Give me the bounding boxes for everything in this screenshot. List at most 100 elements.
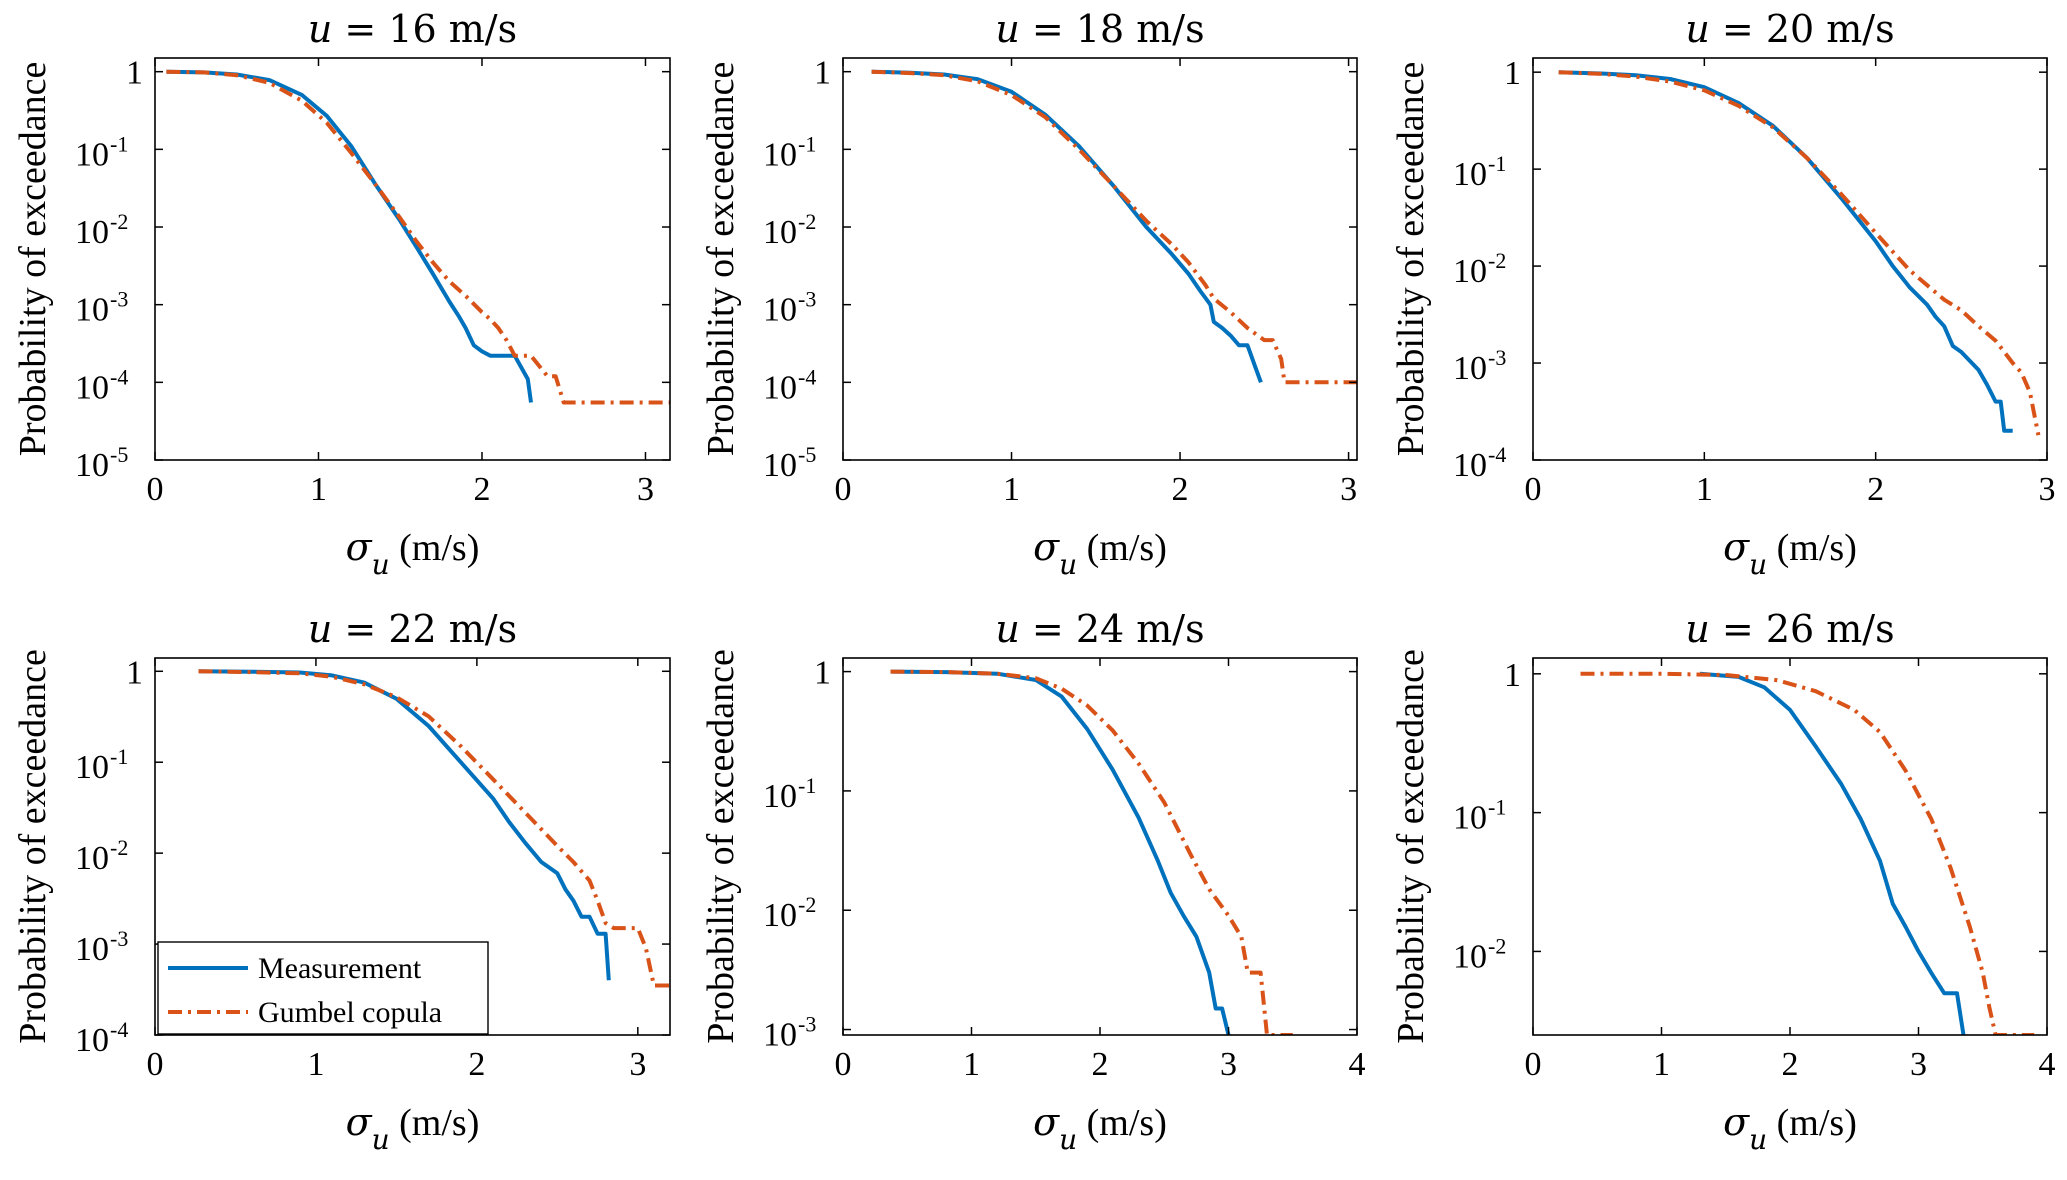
- series-line-gumbel-copula: [1558, 70, 2041, 436]
- series-line-gumbel-copula: [871, 69, 1357, 385]
- subplot-title: u = 16 m/s: [308, 7, 517, 51]
- title-value: = 18 m/s: [1032, 7, 1205, 51]
- y-axis-label: Probability of exceedance: [12, 62, 54, 457]
- x-axis-label: σu (m/s): [1723, 525, 1857, 581]
- x-tick-label: 0: [835, 471, 852, 508]
- y-tick-label: 10: [763, 897, 797, 934]
- y-tick-exponent: -3: [110, 926, 128, 951]
- x-label-subscript: u: [1749, 548, 1767, 581]
- y-tick-exponent: -1: [1488, 795, 1506, 820]
- legend-label: Gumbel copula: [258, 996, 442, 1029]
- y-tick-label: 10: [763, 369, 797, 406]
- y-axis-label: Probability of exceedance: [1390, 649, 1432, 1044]
- subplot-title: u = 22 m/s: [308, 607, 517, 651]
- axes-box: [1532, 57, 2048, 461]
- y-tick-exponent: -3: [110, 287, 128, 312]
- x-label-symbol: σ: [1723, 525, 1750, 569]
- series-line-gumbel-copula: [198, 669, 670, 988]
- x-label-unit: (m/s): [1077, 1102, 1167, 1144]
- y-axis-label: Probability of exceedance: [700, 649, 742, 1044]
- y-tick-exponent: -1: [1488, 151, 1506, 176]
- y-tick-exponent: -1: [798, 773, 816, 798]
- y-axis-label: Probability of exceedance: [12, 649, 54, 1044]
- x-tick-label: 2: [1782, 1046, 1799, 1083]
- y-tick-exponent: -3: [1488, 345, 1506, 370]
- y-tick-label: 10: [75, 136, 109, 173]
- x-axis-label: σu (m/s): [1033, 525, 1167, 581]
- x-tick-label: 1: [963, 1046, 980, 1083]
- x-tick-label: 1: [310, 471, 327, 508]
- x-tick-label: 1: [307, 1046, 324, 1083]
- x-label-symbol: σ: [1033, 1100, 1060, 1144]
- x-tick-label: 0: [1525, 1046, 1542, 1083]
- y-tick-label: 1: [126, 55, 143, 92]
- x-tick-label: 0: [835, 1046, 852, 1083]
- title-value: = 22 m/s: [344, 607, 517, 651]
- y-axis-label: Probability of exceedance: [1390, 62, 1432, 457]
- legend-box: [157, 941, 489, 1035]
- legend: Measurement Gumbel copula: [157, 941, 489, 1035]
- y-tick-exponent: -3: [798, 1012, 816, 1037]
- y-tick-label: 10: [75, 840, 109, 877]
- y-tick-label: 10: [75, 749, 109, 786]
- axes-box: [154, 57, 671, 461]
- y-tick-label: 10: [1453, 350, 1487, 387]
- y-tick-label: 10: [75, 292, 109, 329]
- title-value: = 16 m/s: [344, 7, 517, 51]
- y-tick-label: 10: [1453, 253, 1487, 290]
- y-axis-label: Probability of exceedance: [700, 62, 742, 457]
- series-line-measurement: [166, 69, 533, 403]
- y-tick-label: 10: [1453, 938, 1487, 975]
- axes-box: [1532, 657, 2048, 1036]
- y-tick-exponent: -2: [1488, 248, 1506, 273]
- x-tick-label: 3: [629, 1046, 646, 1083]
- series-line-gumbel-copula: [1580, 671, 2035, 1035]
- title-variable: u: [1685, 7, 1722, 51]
- x-axis-label: σu (m/s): [1033, 1100, 1167, 1156]
- x-axis-label: σu (m/s): [346, 1100, 480, 1156]
- x-tick-label: 3: [2039, 471, 2056, 508]
- x-label-unit: (m/s): [1767, 1102, 1857, 1144]
- axes-box: [842, 57, 1358, 461]
- y-tick-exponent: -2: [1488, 933, 1506, 958]
- y-tick-label: 10: [763, 1017, 797, 1054]
- y-tick-exponent: -5: [110, 442, 128, 467]
- x-tick-label: 2: [473, 471, 490, 508]
- x-label-unit: (m/s): [390, 527, 480, 569]
- series-line-measurement: [1699, 671, 1966, 1035]
- y-tick-label: 10: [75, 369, 109, 406]
- y-tick-label: 10: [75, 931, 109, 968]
- x-label-symbol: σ: [346, 1100, 373, 1144]
- x-label-unit: (m/s): [390, 1102, 480, 1144]
- y-tick-exponent: -2: [798, 892, 816, 917]
- series-line-measurement: [198, 669, 611, 981]
- y-tick-label: 10: [763, 214, 797, 251]
- x-tick-label: 0: [147, 471, 164, 508]
- y-tick-exponent: -1: [110, 744, 128, 769]
- x-label-subscript: u: [372, 1123, 390, 1156]
- series-line-gumbel-copula: [890, 669, 1293, 1035]
- y-tick-exponent: -2: [110, 209, 128, 234]
- subplot-title: u = 26 m/s: [1685, 607, 1894, 651]
- x-tick-label: 2: [1172, 471, 1189, 508]
- series-line-measurement: [1558, 70, 2013, 433]
- y-tick-label: 1: [126, 654, 143, 691]
- x-label-subscript: u: [1749, 1123, 1767, 1156]
- axes-box: [842, 657, 1358, 1036]
- x-tick-label: 1: [1696, 471, 1713, 508]
- x-label-symbol: σ: [1723, 1100, 1750, 1144]
- series-line-measurement: [871, 69, 1263, 383]
- axes-box: [154, 657, 671, 1036]
- title-variable: u: [995, 7, 1032, 51]
- title-variable: u: [1685, 607, 1722, 651]
- y-tick-exponent: -4: [110, 364, 128, 389]
- y-tick-exponent: -5: [798, 442, 816, 467]
- x-label-unit: (m/s): [1767, 527, 1857, 569]
- y-tick-label: 10: [1453, 447, 1487, 484]
- y-tick-label: 1: [1504, 657, 1521, 694]
